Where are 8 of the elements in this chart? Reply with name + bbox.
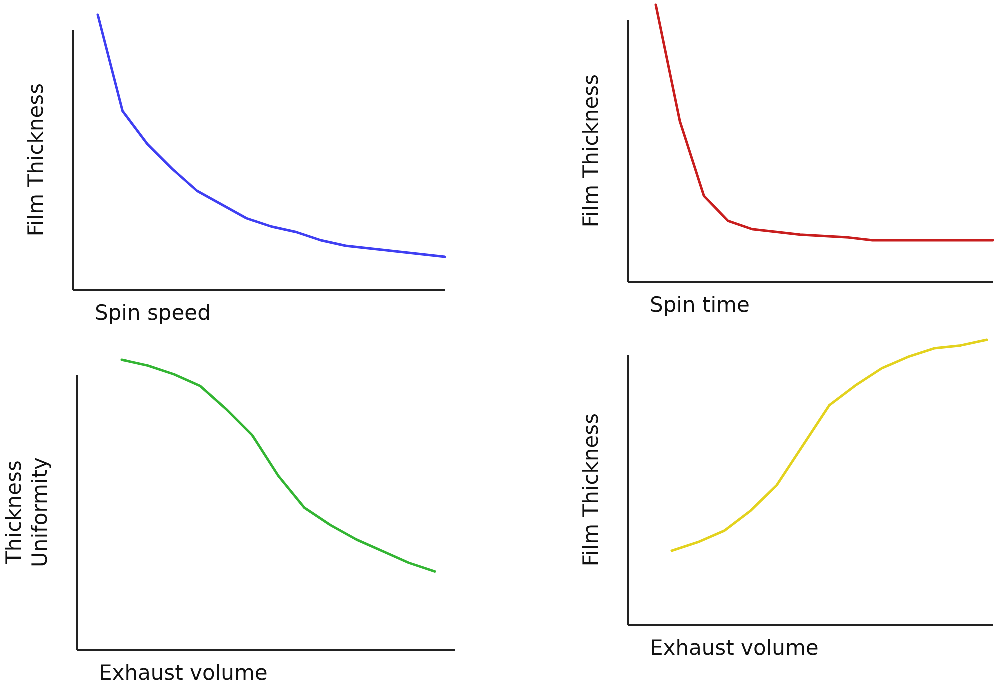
y-axis-title: Film Thickness: [579, 74, 603, 228]
x-axis-title: Exhaust volume: [650, 636, 819, 660]
x-axis-title: Spin time: [650, 293, 750, 317]
y-axis-title: Film Thickness: [24, 83, 48, 237]
x-axis-title: Exhaust volume: [99, 661, 268, 685]
y-axis-title: Film Thickness: [579, 413, 603, 567]
y-axis-title: Thickness Uniformity: [2, 458, 52, 568]
x-axis-title: Spin speed: [95, 301, 211, 325]
